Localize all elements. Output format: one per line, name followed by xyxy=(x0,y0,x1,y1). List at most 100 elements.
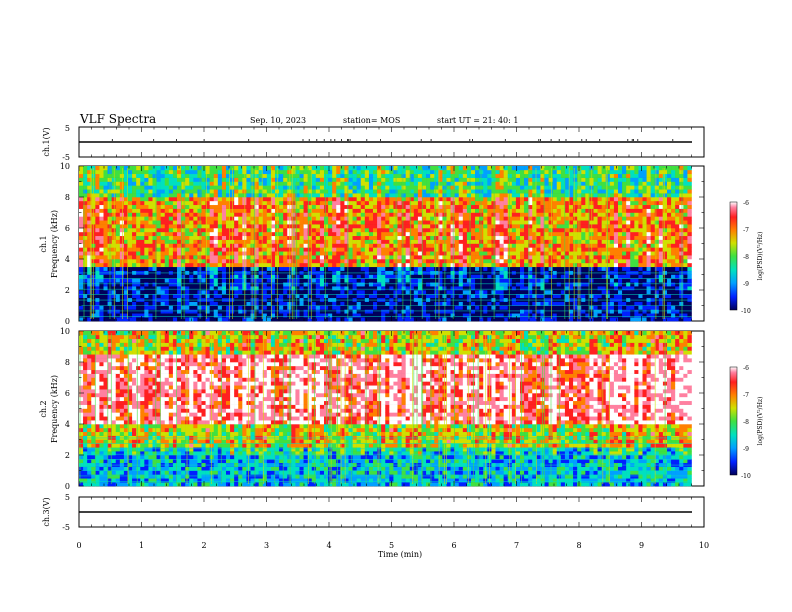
ch1-spectrogram-cell xyxy=(111,173,117,178)
ch1-spectrogram-cell xyxy=(524,220,529,225)
ch1-spectrogram-cell xyxy=(454,185,460,190)
ch1-spectrogram-cell xyxy=(177,243,182,248)
ch1-spectrogram-cell xyxy=(148,200,153,206)
ch1-spectrogram-cell xyxy=(283,197,288,202)
ch1-spectrogram-cell xyxy=(291,193,296,198)
ch1-spectrogram-cell xyxy=(385,208,390,213)
ch1-spectrogram-cell xyxy=(564,293,570,299)
ch1-spectrogram-cell xyxy=(234,193,239,198)
ch1-spectrogram-cell xyxy=(156,185,161,190)
ch1-spectrogram-cell xyxy=(552,166,558,171)
ch1-spectrogram-cell xyxy=(556,216,562,221)
ch1-spectrogram-cell xyxy=(213,189,219,194)
ch1-spectrogram-cell xyxy=(364,309,370,314)
ch1-spectrogram-cell xyxy=(168,228,174,233)
ch1-spectrogram-cell xyxy=(352,169,357,175)
ch1-spectrogram-cell xyxy=(307,293,313,299)
ch1-spectrogram-cell xyxy=(311,228,317,233)
ch1-spectrogram-cell xyxy=(181,274,186,279)
ch1-spectrogram-cell xyxy=(132,317,137,322)
ch1-spectrogram-cell xyxy=(99,247,104,252)
ch1-spectrogram-cell xyxy=(299,313,304,318)
ch1-spectrogram-cell xyxy=(499,224,504,229)
ch1-spectrogram-cell xyxy=(201,231,206,237)
ch1-spectrogram-cell xyxy=(368,173,374,178)
ch1-spectrogram-cell xyxy=(409,317,415,322)
ch1-spectrogram-cell xyxy=(128,169,133,175)
ch1-spectrogram-cell xyxy=(87,247,92,252)
ch1-spectrogram-cell xyxy=(140,255,145,260)
ch1-spectrogram-cell xyxy=(160,278,166,283)
ch1-spectrogram-cell xyxy=(250,220,255,225)
ch1-spectrogram-cell xyxy=(507,224,513,229)
ch1-spectrogram-cell xyxy=(438,228,443,233)
ch1-spectrogram-cell xyxy=(393,216,398,221)
ch1-spectrogram-cell xyxy=(324,197,329,202)
ch1-spectrogram-cell xyxy=(270,216,276,221)
ch1-spectrogram-cell xyxy=(524,313,529,318)
ch1-spectrogram-cell xyxy=(83,286,88,291)
ch1-spectrogram-cell xyxy=(315,305,321,310)
ch1-spectrogram-cell xyxy=(209,228,215,233)
ch1-spectrogram-cell xyxy=(532,235,537,240)
ch1-spectrogram-cell xyxy=(79,235,84,240)
ch1-spectrogram-cell xyxy=(319,200,325,206)
ch1-spectrogram-cell xyxy=(132,266,137,271)
ch1-spectrogram-cell xyxy=(348,235,353,240)
ch1-spectrogram-cell xyxy=(491,239,496,244)
ch1-spectrogram-cell xyxy=(401,259,406,264)
ch1-spectrogram-cell xyxy=(454,169,460,175)
ch1-spectrogram-cell xyxy=(577,278,582,283)
ch1-spectrogram-cell xyxy=(119,185,125,190)
ch1-spectrogram-cell xyxy=(254,286,259,291)
ch1-spectrogram-cell xyxy=(319,235,325,240)
ch1-spectrogram-cell xyxy=(324,255,329,260)
ch1-spectrogram-cell xyxy=(189,204,194,209)
ch1-spectrogram-cell xyxy=(250,212,255,217)
ch1-spectrogram-cell xyxy=(373,278,378,283)
ch1-spectrogram-cell xyxy=(393,251,398,256)
ch1-spectrogram-cell xyxy=(205,239,210,244)
ch1-spectrogram-cell xyxy=(348,290,353,295)
ch1-spectrogram-cell xyxy=(536,181,541,186)
ch1-spectrogram-cell xyxy=(581,266,586,271)
ch1-spectrogram-cell xyxy=(311,177,317,182)
ch1-spectrogram-cell xyxy=(160,313,166,318)
ch1-spectrogram-cell xyxy=(332,309,337,314)
ch1-spectrogram-cell xyxy=(401,309,406,314)
ch1-spectrogram-cell xyxy=(132,262,137,268)
ch1-spectrogram-cell xyxy=(422,220,427,225)
ch1-spectrogram-cell xyxy=(152,274,157,279)
ch1-spectrogram-cell xyxy=(295,282,300,287)
ch1-spectrogram-cell xyxy=(111,231,117,237)
ch1-spectrogram-cell xyxy=(99,212,104,217)
ch1-spectrogram-cell xyxy=(177,216,182,221)
ch1-spectrogram-cell xyxy=(99,243,104,248)
ch1-spectrogram-cell xyxy=(193,247,198,252)
ch1-spectrogram-cell xyxy=(115,243,121,248)
ch1-spectrogram-cell xyxy=(295,247,300,252)
ch1-spectrogram-cell xyxy=(475,301,480,306)
ch1-spectrogram-cell xyxy=(177,286,182,291)
ch1-spectrogram-cell xyxy=(397,181,402,186)
ch1-spectrogram-cell xyxy=(140,216,145,221)
ch1-spectrogram-cell xyxy=(123,255,129,260)
ch1-spectrogram-cell xyxy=(344,259,349,264)
ch1-spectrogram-cell xyxy=(373,166,378,171)
ch1-spectrogram-cell xyxy=(454,313,460,318)
ch1-spectrogram-cell xyxy=(532,212,537,217)
ch1-spectrogram-cell xyxy=(540,200,545,206)
ch1-spectrogram-cell xyxy=(405,231,411,237)
ch1-spectrogram-cell xyxy=(168,204,174,209)
ch1-spectrogram-cell xyxy=(123,185,129,190)
ch1-spectrogram-cell xyxy=(573,293,578,299)
ch1-spectrogram-cell xyxy=(168,200,174,206)
ch1-spectrogram-cell xyxy=(368,166,374,171)
ch1-spectrogram-cell xyxy=(311,216,317,221)
ch1-spectrogram-cell xyxy=(532,224,537,229)
ch1-spectrogram-cell xyxy=(385,235,390,240)
ch1-spectrogram-cell xyxy=(189,235,194,240)
ch1-spectrogram-cell xyxy=(397,247,402,252)
ch1-spectrogram-cell xyxy=(438,197,443,202)
ch1-spectrogram-cell xyxy=(511,317,517,322)
